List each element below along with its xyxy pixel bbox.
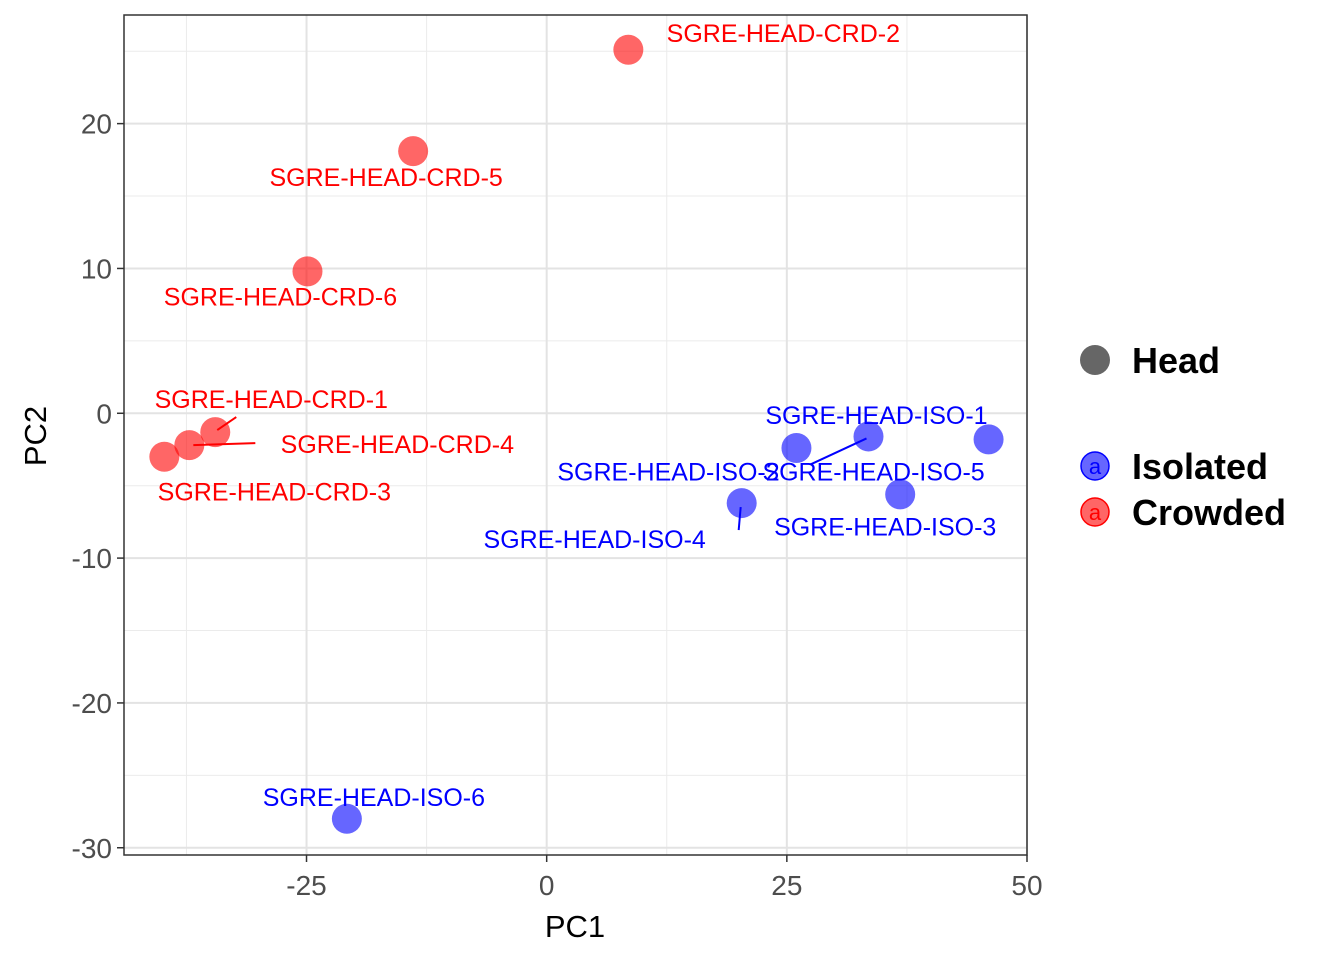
y-tick-label: 20 bbox=[81, 109, 112, 140]
point-label: SGRE-HEAD-ISO-4 bbox=[484, 526, 706, 554]
legend-label: Isolated bbox=[1132, 446, 1268, 487]
plot-panel-background bbox=[124, 15, 1027, 855]
point-label: SGRE-HEAD-ISO-1 bbox=[765, 402, 987, 430]
legend: Head a Isolated a Crowded bbox=[1080, 340, 1286, 533]
point-label: SGRE-HEAD-CRD-1 bbox=[155, 386, 388, 414]
point-label: SGRE-HEAD-ISO-6 bbox=[263, 784, 485, 812]
x-axis-ticks: -25 0 25 50 bbox=[286, 855, 1043, 901]
x-tick-label: 50 bbox=[1011, 870, 1042, 901]
point-label: SGRE-HEAD-CRD-2 bbox=[667, 20, 900, 48]
y-tick-label: -20 bbox=[72, 688, 112, 719]
data-point bbox=[885, 479, 916, 510]
y-axis-ticks: -30 -20 -10 0 10 20 bbox=[72, 109, 124, 864]
data-point bbox=[149, 441, 180, 472]
point-labels: SGRE-HEAD-ISO-1SGRE-HEAD-ISO-2SGRE-HEAD-… bbox=[155, 20, 997, 812]
data-points bbox=[149, 34, 1004, 834]
y-tick-label: 0 bbox=[96, 398, 112, 429]
data-point bbox=[331, 803, 362, 834]
legend-key bbox=[1080, 497, 1110, 527]
legend-head-key bbox=[1080, 345, 1110, 375]
data-point bbox=[853, 421, 884, 452]
data-point bbox=[973, 424, 1004, 455]
data-point bbox=[726, 488, 757, 519]
point-label: SGRE-HEAD-CRD-3 bbox=[158, 479, 391, 507]
y-tick-label: 10 bbox=[81, 253, 112, 284]
point-label: SGRE-HEAD-ISO-2 bbox=[557, 458, 779, 486]
legend-label: Crowded bbox=[1132, 492, 1286, 533]
point-label: SGRE-HEAD-CRD-5 bbox=[269, 164, 502, 192]
point-label: SGRE-HEAD-CRD-6 bbox=[164, 283, 397, 311]
legend-key bbox=[1080, 451, 1110, 481]
data-point bbox=[200, 417, 231, 448]
point-label: SGRE-HEAD-ISO-3 bbox=[774, 513, 996, 541]
y-axis-title: PC2 bbox=[18, 406, 53, 466]
x-tick-label: -25 bbox=[286, 870, 326, 901]
x-tick-label: 0 bbox=[539, 870, 555, 901]
legend-key-glyph: a bbox=[1089, 500, 1102, 525]
point-label: SGRE-HEAD-CRD-4 bbox=[281, 431, 514, 459]
y-tick-label: -30 bbox=[72, 833, 112, 864]
data-point bbox=[292, 256, 323, 287]
legend-head-label: Head bbox=[1132, 340, 1220, 381]
legend-key-glyph: a bbox=[1089, 454, 1102, 479]
data-point bbox=[613, 34, 644, 65]
plot-panel-border bbox=[123, 14, 1028, 856]
data-point bbox=[174, 430, 205, 461]
point-label: SGRE-HEAD-ISO-5 bbox=[762, 458, 984, 486]
x-axis-title: PC1 bbox=[545, 909, 605, 944]
y-tick-label: -10 bbox=[72, 543, 112, 574]
x-tick-label: 25 bbox=[771, 870, 802, 901]
data-point bbox=[398, 136, 429, 167]
data-point bbox=[781, 433, 812, 464]
